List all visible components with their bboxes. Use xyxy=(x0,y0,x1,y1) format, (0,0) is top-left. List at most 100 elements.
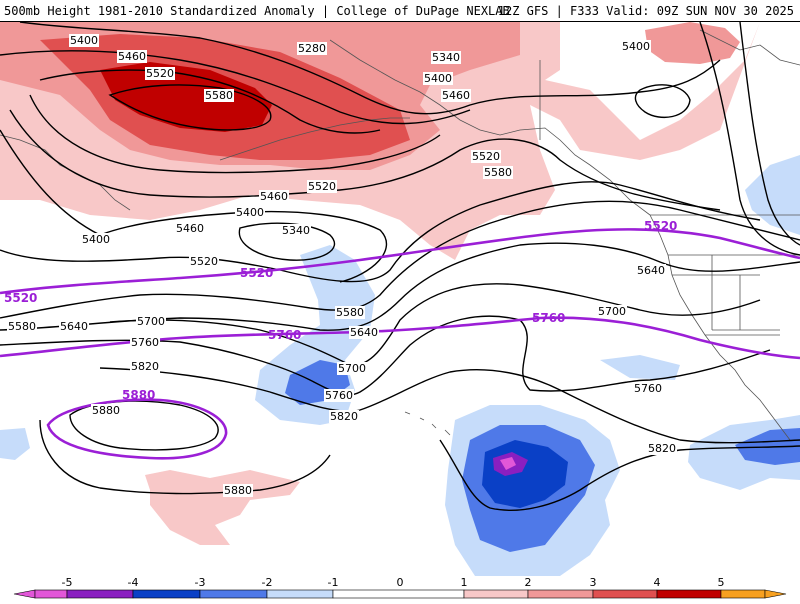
height-label: 5400 xyxy=(236,206,264,219)
label-halo xyxy=(81,233,111,246)
negative-anomaly-shading xyxy=(0,155,800,576)
anomaly-map: 5400 5460 5520 5580 5280 5340 5400 5460 … xyxy=(0,22,800,576)
label-halo xyxy=(69,34,99,47)
colorbar-swatch xyxy=(66,589,134,599)
height-label: 5820 xyxy=(330,410,358,423)
contour-east-1 xyxy=(699,22,800,256)
colorbar-swatch xyxy=(720,589,766,599)
height-label: 5400 xyxy=(70,34,98,47)
height-label: 5520 xyxy=(308,180,336,193)
label-halo xyxy=(130,360,160,373)
height-contour-labels: 5400 5460 5520 5580 5280 5340 5400 5460 … xyxy=(7,34,677,497)
highlight-label: 5760 xyxy=(268,328,301,342)
contour-east-loop xyxy=(634,84,691,119)
label-halo xyxy=(281,224,311,237)
anomaly-neg-5-south xyxy=(500,457,516,470)
colorbar-tick: -1 xyxy=(328,576,339,589)
label-halo xyxy=(337,362,367,375)
contour-5400-north xyxy=(19,22,721,115)
label-halo xyxy=(259,190,289,203)
label-halo xyxy=(349,326,379,339)
anomaly-pos-4 xyxy=(100,62,272,132)
label-halo xyxy=(307,180,337,193)
anomaly-neg-1-west xyxy=(0,428,30,460)
model-run-info: 12Z GFS | F333 Valid: 09Z SUN NOV 30 202… xyxy=(497,4,794,18)
label-halo xyxy=(130,336,160,349)
height-label: 5760 xyxy=(634,382,662,395)
label-halo xyxy=(235,206,265,219)
contour-5580-north xyxy=(108,84,272,131)
state-borders xyxy=(668,254,800,336)
label-halo xyxy=(204,89,234,102)
contour-5820 xyxy=(99,367,800,444)
contour-east-2 xyxy=(739,22,800,246)
colorbar-swatch xyxy=(132,589,201,599)
colorbar-tick: 3 xyxy=(590,576,597,589)
contour-5520-loop xyxy=(29,94,441,174)
label-halo xyxy=(189,255,219,268)
colorbar-tick: 2 xyxy=(525,576,532,589)
label-halo xyxy=(483,166,513,179)
colorbar-tick: 0 xyxy=(397,576,404,589)
map-header: 500mb Height 1981-2010 Standardized Anom… xyxy=(0,0,800,22)
label-halo xyxy=(431,51,461,64)
label-halo xyxy=(335,306,365,319)
height-label: 5700 xyxy=(598,305,626,318)
height-label: 5700 xyxy=(338,362,366,375)
highlight-label: 5760 xyxy=(532,311,565,325)
height-label: 5460 xyxy=(442,89,470,102)
alaska-coastline xyxy=(329,39,651,216)
highlight-5520 xyxy=(0,228,800,295)
label-halo xyxy=(297,42,327,55)
height-label: 5640 xyxy=(350,326,378,339)
label-halo xyxy=(597,305,627,318)
colorbar-swatch xyxy=(199,589,268,599)
label-halo xyxy=(175,222,205,235)
height-label: 5340 xyxy=(432,51,460,64)
highlight-contour-labels: 5520 5520 5520 5760 5760 5880 xyxy=(4,219,677,402)
colorbar-swatch xyxy=(656,589,722,599)
anomaly-pos-east-1 xyxy=(645,22,740,64)
colorbar-swatches xyxy=(13,589,787,599)
colorbar-tick: 4 xyxy=(654,576,661,589)
anomaly-neg-1-northeast xyxy=(745,155,800,235)
height-label: 5640 xyxy=(637,264,665,277)
height-label: 5520 xyxy=(190,255,218,268)
highlight-label: 5880 xyxy=(122,388,155,402)
anomaly-colorbar: -5 -4 -3 -2 -1 0 1 2 3 4 5 xyxy=(0,576,800,600)
east-coastline xyxy=(699,29,800,66)
highlight-label: 5520 xyxy=(4,291,37,305)
colorbar-swatch xyxy=(266,589,334,599)
colorbar-ticks: -5 -4 -3 -2 -1 0 1 2 3 4 5 xyxy=(62,576,725,589)
highlight-contours xyxy=(0,228,800,460)
height-label: 5760 xyxy=(325,389,353,402)
height-label: 5880 xyxy=(224,484,252,497)
contour-5460-north xyxy=(0,50,471,125)
contour-5340-loop xyxy=(238,222,336,261)
label-halo xyxy=(145,67,175,80)
label-halo xyxy=(441,89,471,102)
contour-5760 xyxy=(0,315,771,396)
height-contours xyxy=(0,22,800,511)
label-halo xyxy=(59,320,89,333)
label-halo xyxy=(223,484,253,497)
highlight-5880 xyxy=(46,398,228,460)
highlight-5760 xyxy=(0,316,800,360)
colorbar-tick: -4 xyxy=(128,576,139,589)
height-label: 5580 xyxy=(336,306,364,319)
label-halo xyxy=(621,40,651,53)
height-label: 5400 xyxy=(82,233,110,246)
label-halo xyxy=(471,150,501,163)
height-label: 5640 xyxy=(60,320,88,333)
west-coast-usa xyxy=(649,214,791,441)
contour-5520-north xyxy=(39,69,381,134)
colorbar-tick: -3 xyxy=(195,576,206,589)
label-halo xyxy=(423,72,453,85)
height-label: 5580 xyxy=(205,89,233,102)
height-label: 5520 xyxy=(146,67,174,80)
label-halo xyxy=(636,264,666,277)
contour-5820-south xyxy=(439,439,800,511)
height-label: 5760 xyxy=(131,336,159,349)
hawaii-islands xyxy=(404,411,451,436)
label-halo xyxy=(7,320,37,333)
